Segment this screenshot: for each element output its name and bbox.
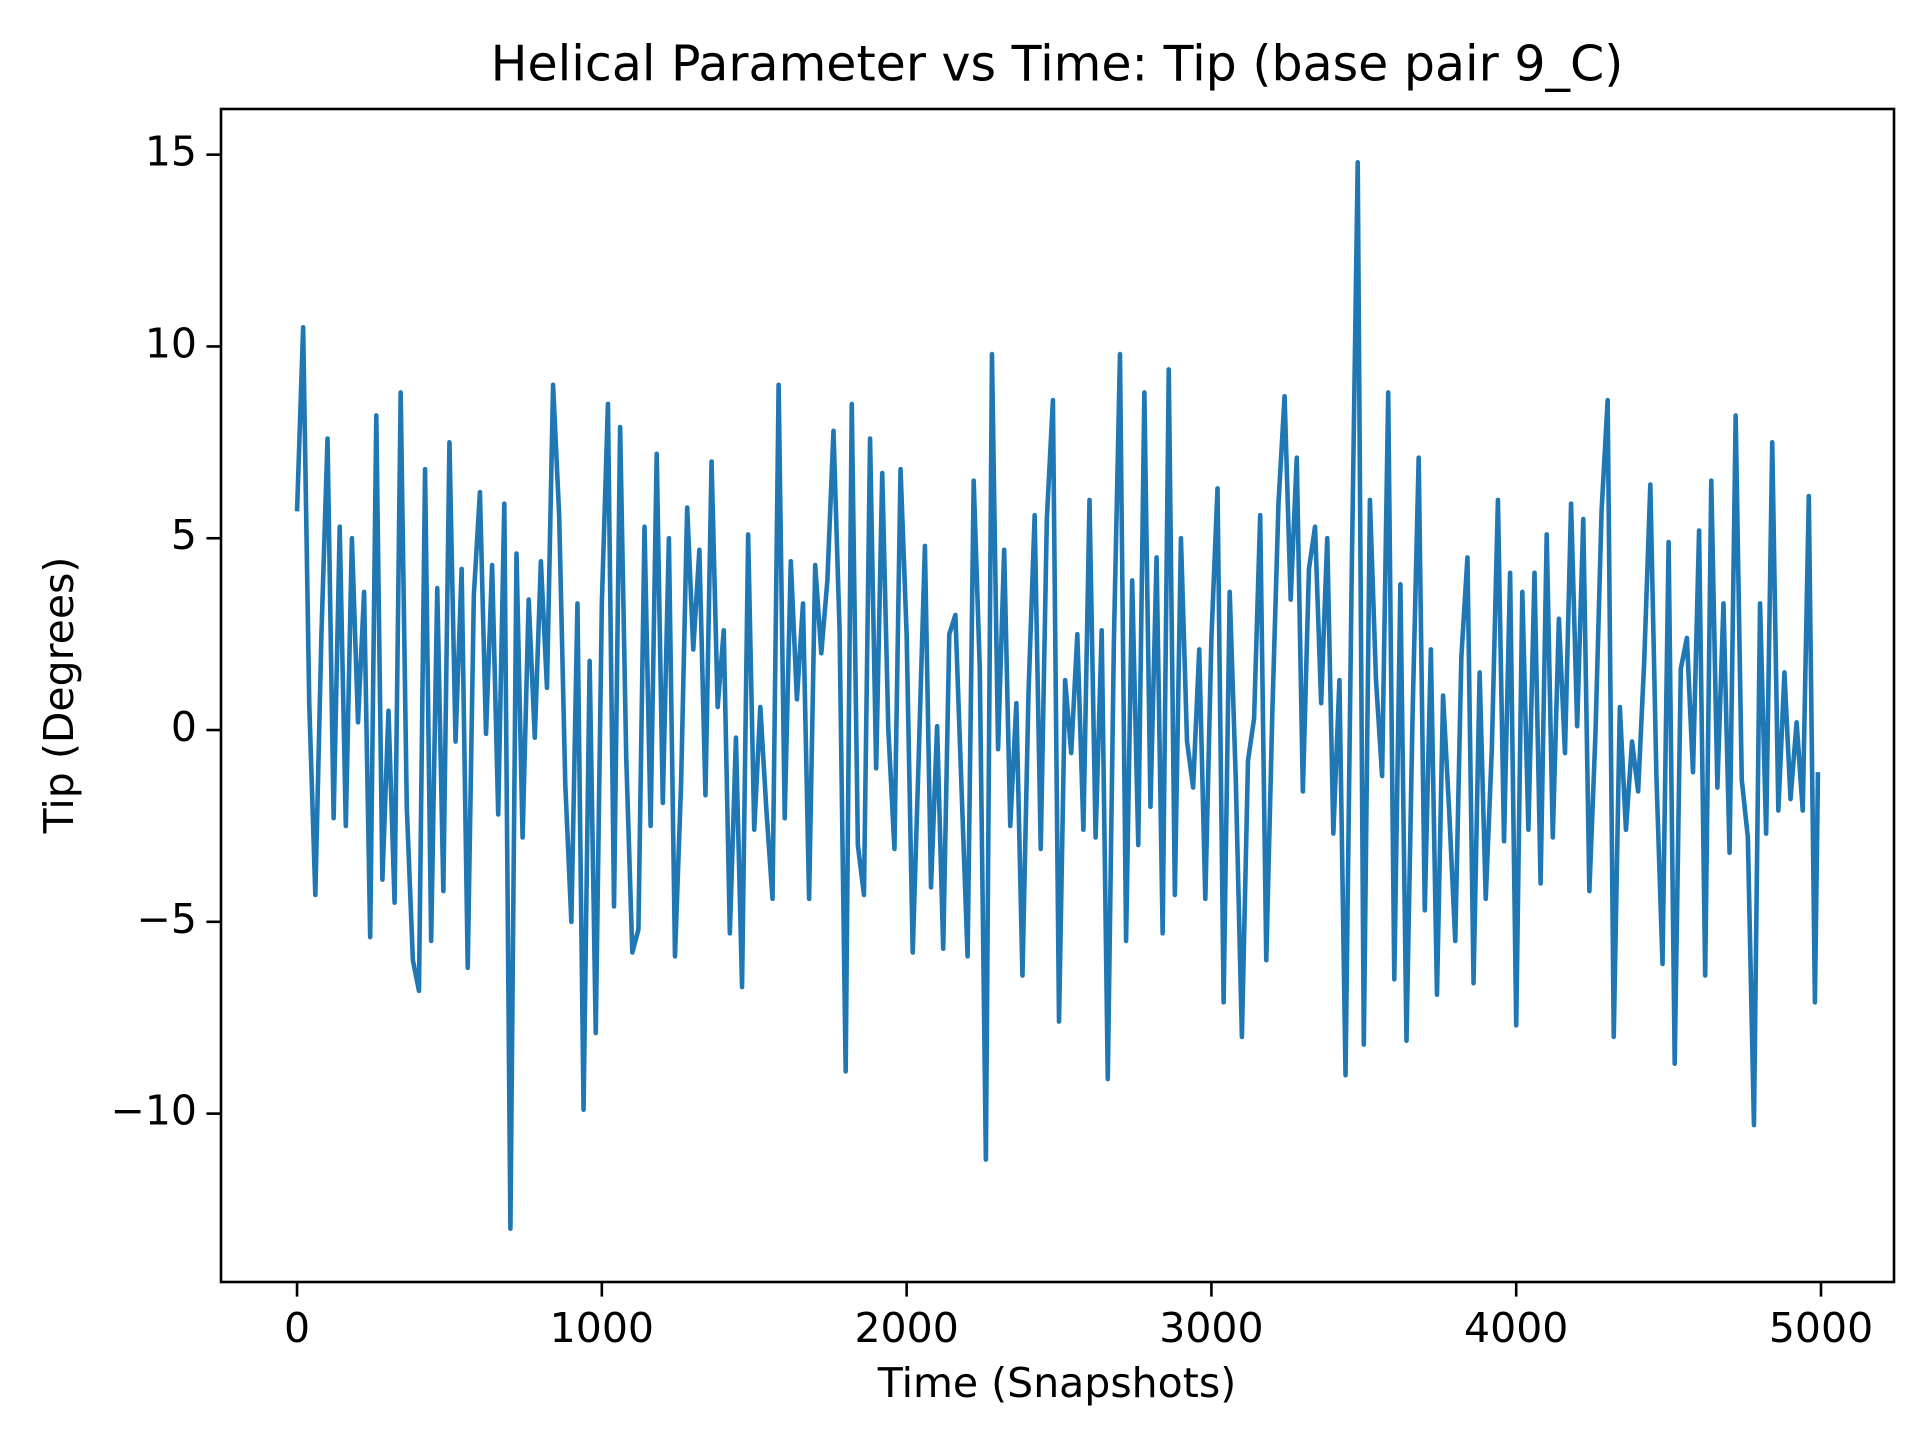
y-tick-label: −5 [137, 895, 197, 943]
x-tick-label: 3000 [1159, 1304, 1263, 1352]
y-tick-label: −10 [110, 1087, 197, 1135]
x-tick-label: 4000 [1464, 1304, 1568, 1352]
x-tick-label: 2000 [854, 1304, 958, 1352]
y-axis-label: Tip (Degrees) [35, 557, 83, 835]
plot-frame [219, 107, 1896, 1284]
chart-title: Helical Parameter vs Time: Tip (base pai… [491, 36, 1624, 93]
data-line [294, 160, 1821, 1231]
y-tick-label: 5 [171, 511, 197, 559]
y-tick-label: 15 [145, 128, 197, 176]
y-tick-label: 0 [171, 703, 197, 751]
x-tick-label: 0 [284, 1304, 310, 1352]
x-tick-label: 5000 [1769, 1304, 1873, 1352]
x-tick-label: 1000 [550, 1304, 654, 1352]
y-tick-label: 10 [145, 319, 197, 367]
x-axis-label: Time (Snapshots) [877, 1359, 1236, 1407]
